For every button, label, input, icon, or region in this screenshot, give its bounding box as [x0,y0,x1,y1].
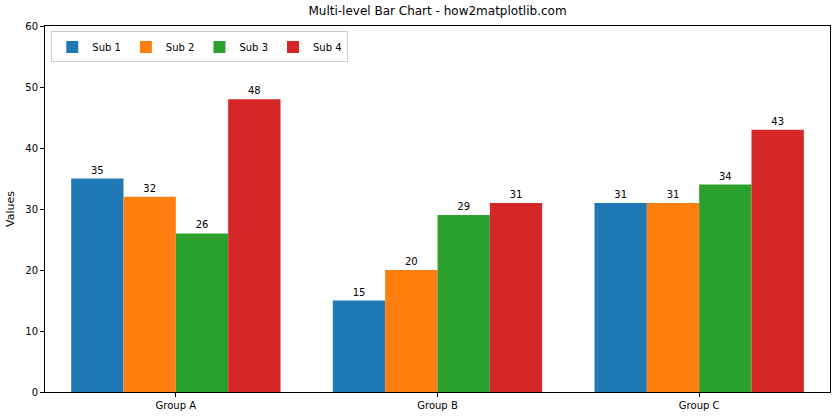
svg-text:29: 29 [457,201,470,212]
svg-text:48: 48 [248,85,261,96]
svg-text:0: 0 [32,387,38,398]
svg-text:60: 60 [25,21,38,32]
svg-text:50: 50 [25,82,38,93]
svg-text:35: 35 [91,165,104,176]
svg-text:Group A: Group A [156,400,197,411]
svg-text:31: 31 [667,189,680,200]
svg-text:20: 20 [25,265,38,276]
svg-text:31: 31 [614,189,627,200]
svg-text:40: 40 [25,143,38,154]
svg-text:10: 10 [25,326,38,337]
svg-text:Group C: Group C [679,400,720,411]
svg-text:Values: Values [4,191,17,227]
svg-text:30: 30 [25,204,38,215]
svg-text:Group B: Group B [417,400,458,411]
svg-text:Sub 1: Sub 1 [92,42,121,53]
svg-text:34: 34 [719,171,732,182]
svg-text:Multi-level Bar Chart - how2ma: Multi-level Bar Chart - how2matplotlib.c… [308,4,566,18]
svg-text:26: 26 [196,219,209,230]
svg-text:31: 31 [510,189,523,200]
svg-text:15: 15 [353,287,366,298]
svg-text:20: 20 [405,256,418,267]
svg-text:32: 32 [143,183,156,194]
svg-text:43: 43 [771,116,784,127]
svg-text:Sub 4: Sub 4 [313,42,342,53]
svg-text:Sub 3: Sub 3 [239,42,268,53]
svg-text:Sub 2: Sub 2 [166,42,195,53]
